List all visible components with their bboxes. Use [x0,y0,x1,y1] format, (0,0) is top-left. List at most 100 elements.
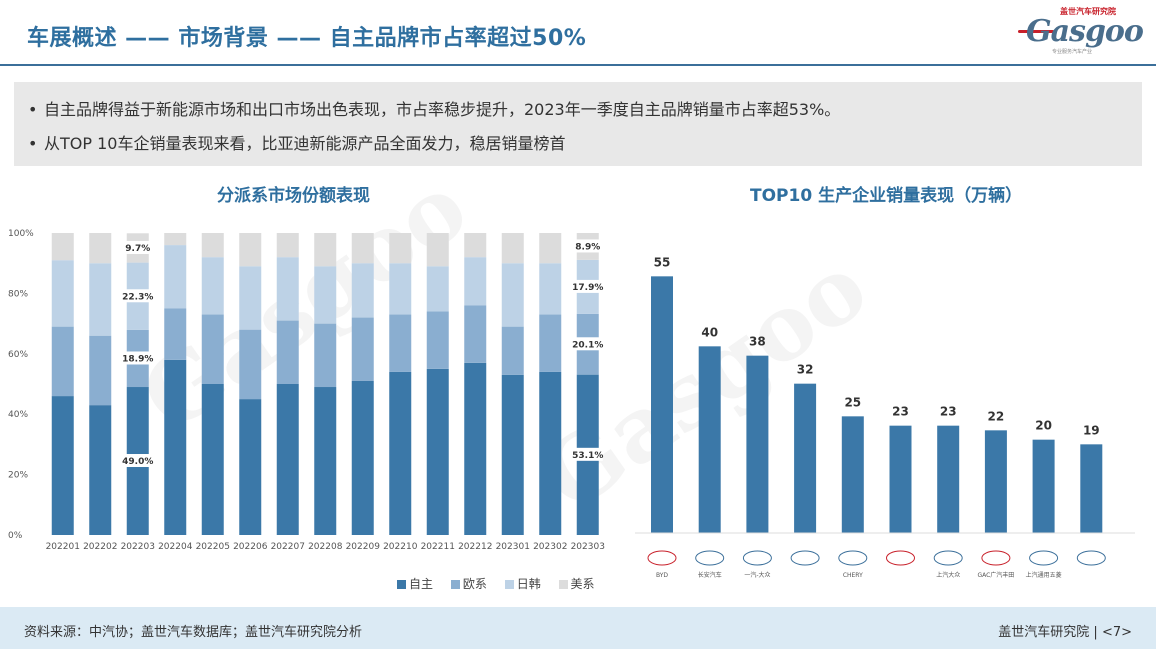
brand-logo-吉利-icon [790,550,820,566]
legend-item-meixi: 美系 [558,575,595,592]
chart-title-top10: TOP10 生产企业销量表现（万辆） [750,186,1023,206]
legend-swatch-meixi [558,580,568,589]
summary-bullet-2: • 从TOP 10车企销量表现来看，比亚迪新能源产品全面发力，稳居销量榜首 [28,130,565,154]
bar-segment-202301-日韩 [501,263,524,327]
bar-segment-202206-日韩 [239,266,262,330]
bar-segment-202207-美系 [276,233,299,258]
legend-swatch-rihan [504,580,514,589]
brand-logo-上汽大众-icon: 上汽大众 [933,550,963,579]
logo-top-text: 盖世汽车研究院 [1060,7,1116,16]
bar-CHERY [841,416,864,533]
bar-segment-202208-日韩 [314,266,337,324]
bar-segment-202205-欧系 [201,314,224,384]
logo-tagline: 专业服务汽车产业 [1052,49,1093,55]
bar-value-label: 40 [701,325,718,339]
logo-brand-text: Gasgoo [1026,14,1144,49]
legend-swatch-ouxi [450,580,460,589]
svg-text:GAC广汽丰田: GAC广汽丰田 [977,571,1014,579]
svg-text:上汽通用五菱: 上汽通用五菱 [1026,571,1062,579]
bar-segment-202201-自主 [51,396,74,535]
bar-segment-202206-欧系 [239,329,262,400]
bar-value-label: 19 [1083,423,1100,437]
title-divider [0,64,1156,66]
bar-segment-202301-美系 [501,233,524,264]
y-tick-label: 40% [8,410,28,420]
x-tick-label: 202201 [46,542,80,552]
bar-Tesla [889,425,912,533]
bar-segment-202209-自主 [351,380,374,535]
bar-segment-202210-美系 [389,233,412,264]
legend-item-rihan: 日韩 [504,575,541,592]
data-label-bg [572,239,603,253]
bar-长安汽车 [698,346,721,533]
bar-segment-202211-自主 [426,368,449,535]
bar-segment-202202-欧系 [89,335,112,406]
brand-logo-Tesla-icon [886,550,915,566]
bar-segment-202207-欧系 [276,320,299,384]
logo-swoosh-icon [1018,30,1054,33]
bar-一汽-大众 [746,355,769,533]
bar-segment-202302-自主 [539,371,562,535]
bar-segment-202204-欧系 [164,308,187,360]
chart-title-share: 分派系市场份额表现 [217,186,370,206]
x-tick-label: 202209 [346,542,381,552]
bar-value-label: 55 [654,255,671,269]
footer-source: 资料来源：中汽协；盖世汽车数据库；盖世汽车研究院分析 [24,625,363,640]
bar-上汽通用五菱 [1032,439,1055,533]
bar-BYD [651,276,673,533]
bar-segment-202204-日韩 [164,245,187,309]
legend-item-ouxi: 欧系 [450,575,487,592]
chart-legend: 自主 欧系 日韩 美系 [397,575,609,592]
bar-segment-202202-自主 [89,405,112,535]
legend-label-rihan: 日韩 [516,577,541,591]
bar-上汽大众 [937,425,960,533]
data-label-bg [572,447,603,461]
share-stacked-bar-chart: 0% 20% 40% 60% 80% 100% 202201 202202 49.0% 18.9%… [8,229,605,552]
bar-GAC广汽丰田 [984,430,1007,533]
brand-logo-长城-icon [1076,550,1106,566]
bar-segment-202210-欧系 [389,314,412,372]
bar-长城 [1080,444,1103,533]
bar-value-label: 32 [797,363,814,377]
bar-segment-202301-自主 [501,374,524,535]
bar-segment-202204-自主 [164,359,187,535]
bar-segment-202202-日韩 [89,263,112,336]
bar-segment-202201-日韩 [51,260,74,327]
bar-segment-202302-美系 [539,233,562,264]
svg-text:CHERY: CHERY [843,572,863,579]
x-tick-label: 202203 [121,542,155,552]
bar-segment-202202-美系 [89,233,112,264]
bar-segment-202206-美系 [239,233,262,267]
bar-segment-202201-欧系 [51,326,74,397]
x-tick-label: 202303 [571,542,605,552]
svg-text:上汽大众: 上汽大众 [936,571,960,579]
bar-segment-202207-日韩 [276,257,299,321]
data-label-bg [122,240,153,254]
brand-logo-长安汽车-icon: 长安汽车 [695,550,725,579]
bar-segment-202210-自主 [389,371,412,535]
bar-segment-202208-自主 [314,387,337,535]
data-label: 8.9% [575,242,600,252]
y-tick-label: 100% [8,229,34,239]
data-label: 49.0% [122,457,153,467]
bar-segment-202212-美系 [464,233,487,258]
x-tick-label: 202206 [233,542,268,552]
bar-segment-202211-日韩 [426,266,449,312]
x-tick-label: 202204 [158,542,193,552]
bar-segment-202302-日韩 [539,263,562,315]
brand-logo-上汽通用五菱-icon: 上汽通用五菱 [1026,550,1062,579]
y-tick-label: 0% [8,531,23,541]
summary-text-2: 从TOP 10车企销量表现来看，比亚迪新能源产品全面发力，稳居销量榜首 [44,134,566,153]
bar-segment-202205-自主 [201,384,224,535]
x-tick-label: 202302 [533,542,567,552]
bar-value-label: 22 [988,409,1005,423]
x-tick-label: 202205 [196,542,230,552]
x-tick-label: 202207 [271,542,305,552]
x-tick-label: 202211 [421,542,455,552]
bar-吉利 [794,383,817,533]
bar-segment-202209-日韩 [351,263,374,318]
footer-page-number: 盖世汽车研究院 | <7> [998,625,1132,640]
brand-logo-一汽-大众-icon: 一汽-大众 [742,550,772,579]
bar-segment-202211-美系 [426,233,449,267]
bar-segment-202207-自主 [276,384,299,535]
